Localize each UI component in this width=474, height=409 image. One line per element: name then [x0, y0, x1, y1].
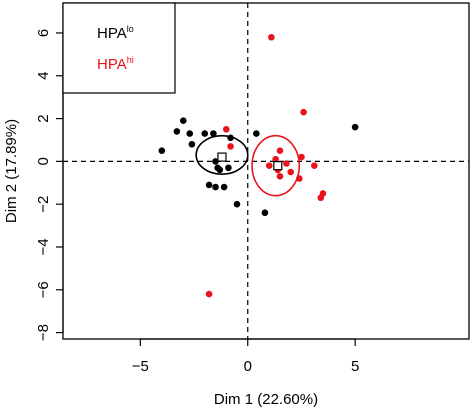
data-point	[351, 123, 359, 131]
group-centroids	[217, 152, 283, 171]
data-point	[222, 125, 230, 133]
data-point	[225, 164, 232, 172]
data-points	[158, 33, 359, 298]
x-axis-title: Dim 1 (22.60%)	[214, 391, 318, 408]
data-point	[210, 130, 217, 137]
data-point	[179, 117, 187, 125]
data-point	[276, 173, 284, 180]
group-ellipse-1	[251, 134, 301, 197]
data-point	[188, 140, 196, 148]
data-point	[201, 130, 209, 137]
centroid-marker-0	[217, 152, 227, 162]
data-point	[205, 290, 213, 298]
data-point	[173, 128, 181, 135]
data-point	[227, 143, 234, 150]
y-tick-label: −2	[35, 196, 52, 213]
data-point	[265, 162, 273, 169]
data-point	[311, 162, 318, 169]
confidence-ellipses	[195, 134, 301, 197]
legend-box	[62, 2, 176, 94]
legend: HPAlo HPAhi	[62, 2, 176, 94]
legend-entry-hpa-hi: HPAhi	[97, 55, 134, 73]
data-point	[212, 183, 219, 191]
x-tick-label: 5	[351, 358, 359, 375]
data-point	[295, 175, 303, 182]
data-point	[233, 200, 241, 208]
data-point	[212, 158, 219, 165]
y-tick-label: 2	[35, 114, 52, 122]
data-point	[220, 183, 228, 191]
data-point	[319, 190, 327, 197]
x-axis: −5 0 5	[132, 338, 359, 375]
data-point	[253, 130, 260, 137]
y-tick-label: 0	[35, 157, 52, 165]
centroid-marker-1	[273, 161, 283, 171]
data-point	[272, 155, 279, 163]
y-tick-label: −8	[35, 324, 52, 341]
data-point	[283, 160, 290, 167]
data-point	[186, 130, 194, 137]
data-point	[227, 134, 234, 142]
data-point	[261, 209, 269, 217]
y-tick-label: 4	[35, 72, 52, 80]
x-tick-label: 0	[244, 358, 252, 375]
data-point	[276, 147, 284, 154]
data-point	[268, 33, 275, 41]
data-point	[205, 181, 213, 189]
legend-entry-hpa-lo: HPAlo	[97, 24, 134, 42]
y-axis: −8 −6 −4 −2 0 2 4 6	[35, 29, 64, 341]
y-axis-title: Dim 2 (17.89%)	[3, 119, 20, 223]
y-tick-label: −6	[35, 281, 52, 298]
data-point	[298, 153, 305, 161]
data-point	[300, 108, 307, 116]
data-point	[158, 147, 166, 154]
y-tick-label: 6	[35, 29, 52, 37]
x-tick-label: −5	[132, 358, 149, 375]
y-tick-label: −4	[35, 238, 52, 255]
data-point	[287, 168, 295, 176]
data-point	[216, 166, 224, 174]
group-ellipse-0	[195, 134, 249, 176]
